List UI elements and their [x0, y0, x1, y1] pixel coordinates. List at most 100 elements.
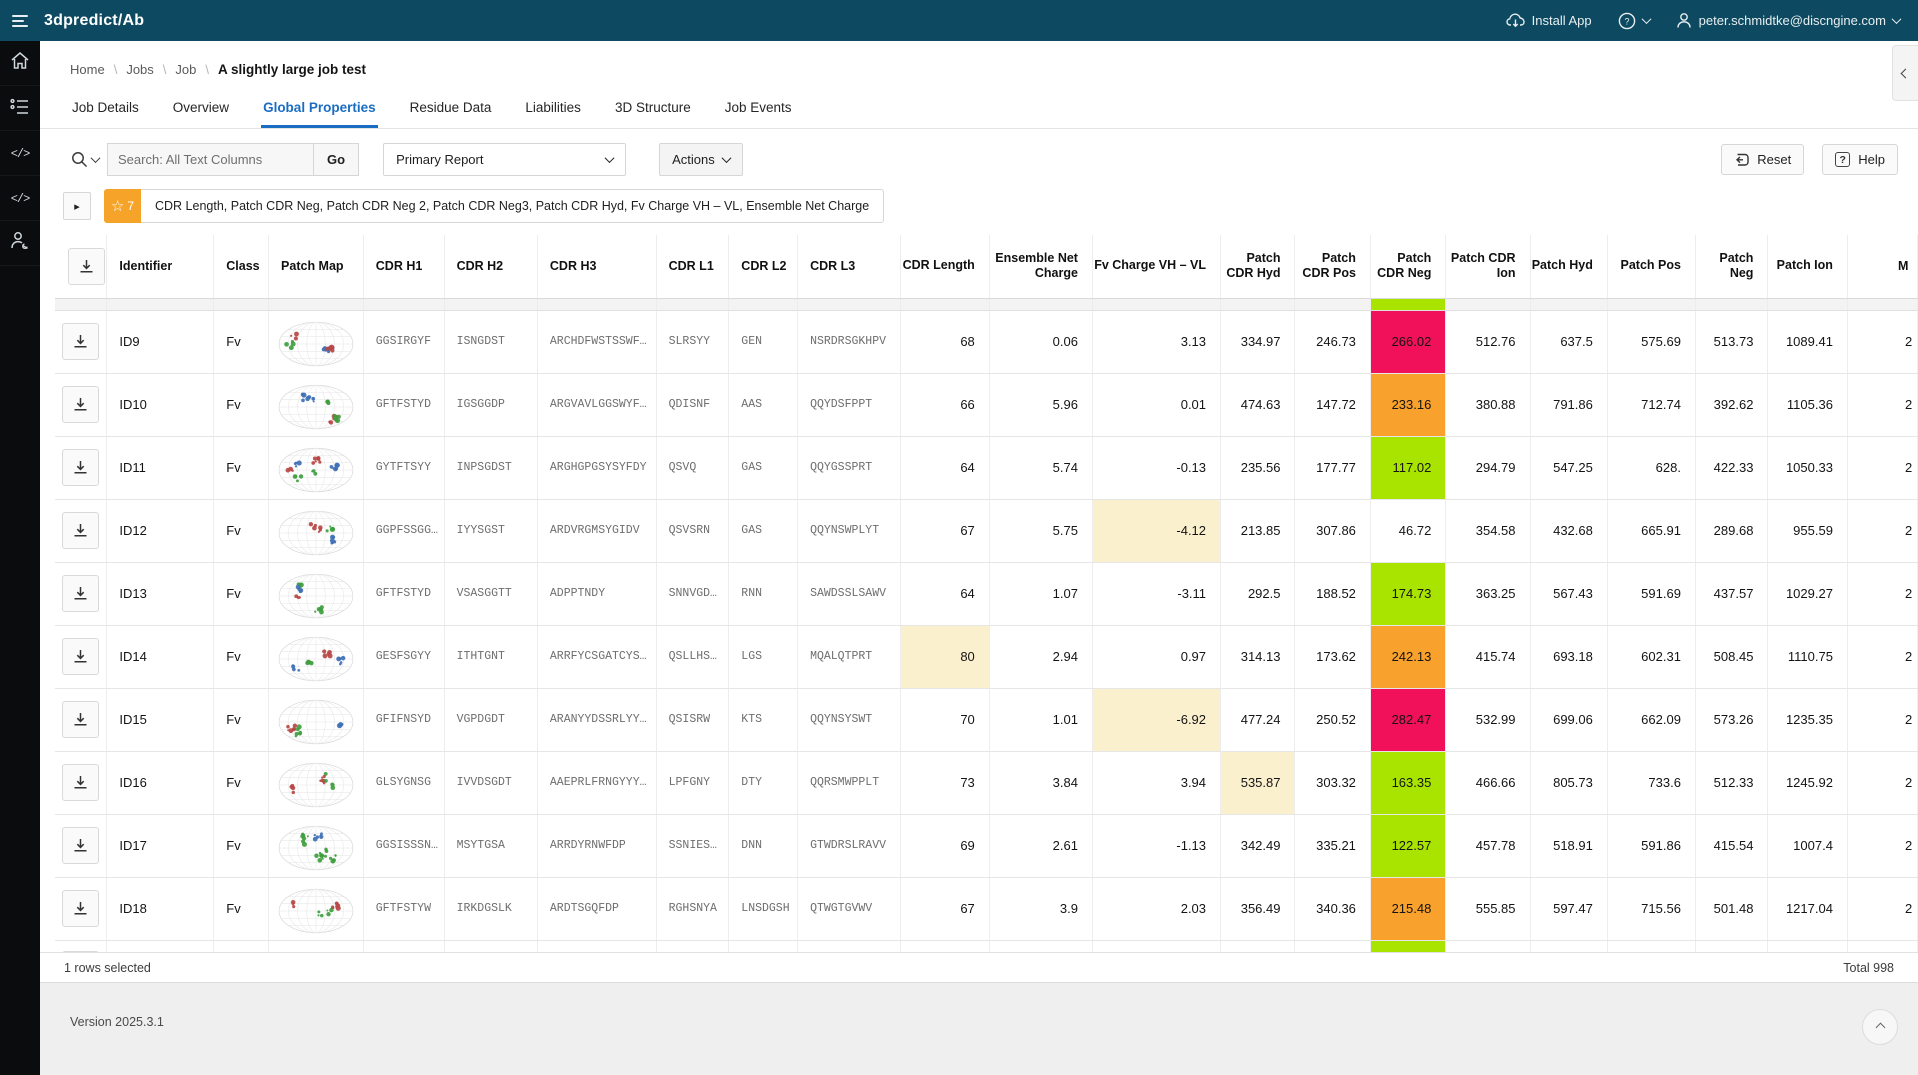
download-row-button[interactable]: [62, 890, 100, 927]
download-row-button[interactable]: [62, 827, 100, 864]
user-menu-button[interactable]: peter.schmidtke@discngine.com: [1676, 12, 1902, 29]
cell-cdr_length: 68: [900, 310, 990, 374]
cell-download: [55, 373, 108, 437]
cell-patch_cdr_hyd: 535.87: [1220, 751, 1296, 815]
cell-class: Fv: [213, 310, 270, 374]
table-row[interactable]: ID15 Fv GFIFNSYD VGPDGDT ARANYYDSSRLYY… QSISR…: [55, 688, 1918, 752]
reset-button[interactable]: Reset: [1721, 144, 1805, 175]
cell-download: [55, 751, 108, 815]
col-header-cdr_l1[interactable]: CDR L1: [656, 235, 730, 299]
expand-filter-button[interactable]: ▸: [63, 192, 91, 220]
report-table-container: Identifier Class Patch Map CDR H1 CDR H2 CDR …: [55, 235, 1918, 1002]
sidebar-item-user-admin-icon[interactable]: [0, 221, 40, 266]
table-row[interactable]: ID12 Fv GGPFSSGG… IYYSGST ARDVRGMSYGIDV QSVSR…: [55, 499, 1918, 563]
download-row-button[interactable]: [62, 323, 100, 360]
breadcrumb-link[interactable]: Jobs: [126, 62, 154, 77]
sidebar-item-jobs-list-icon[interactable]: [0, 86, 40, 131]
user-admin-icon: [10, 231, 30, 255]
table-row[interactable]: ID17 Fv GGSISSSN… MSYTGSA ARRDYRNWFDP SSNIES……: [55, 814, 1918, 878]
cell-cdr_h1: GFTFSTYD: [363, 373, 445, 437]
col-header-patch_cdr_hyd[interactable]: Patch CDR Hyd: [1220, 235, 1296, 299]
download-all-button[interactable]: [68, 247, 106, 285]
cell-patch_cdr_neg: 282.47: [1370, 688, 1447, 752]
cell-patch_cdr_hyd: 213.85: [1220, 499, 1296, 563]
download-row-button[interactable]: [62, 386, 100, 423]
col-header-id[interactable]: Identifier: [106, 235, 215, 299]
breadcrumb-link[interactable]: Job: [175, 62, 197, 77]
col-header-cdr_h2[interactable]: CDR H2: [444, 235, 538, 299]
download-row-button[interactable]: [62, 512, 100, 549]
left-sidebar: </> </>: [0, 41, 40, 1075]
partial-row-top: [55, 298, 1918, 311]
hamburger-menu-icon[interactable]: [0, 14, 40, 27]
patch-map-image: [268, 877, 364, 941]
col-header-patch_pos[interactable]: Patch Pos: [1607, 235, 1696, 299]
sidebar-item-code-icon[interactable]: </>: [0, 131, 40, 176]
tab-residue-data[interactable]: Residue Data: [409, 100, 492, 115]
col-header-patch_cdr_neg[interactable]: Patch CDR Neg: [1370, 235, 1447, 299]
download-icon: [74, 335, 87, 348]
tab-job-events[interactable]: Job Events: [724, 100, 792, 115]
help-button[interactable]: ? Help: [1822, 144, 1898, 175]
col-header-patch_hyd[interactable]: Patch Hyd: [1530, 235, 1608, 299]
col-header-patch_map[interactable]: Patch Map: [268, 235, 364, 299]
cell-last: 2: [1847, 373, 1918, 437]
tab-global-properties[interactable]: Global Properties: [261, 91, 378, 128]
cell-cdr_l3: QQYGSSPRT: [797, 436, 901, 500]
tab-3d-structure[interactable]: 3D Structure: [614, 100, 691, 115]
breadcrumb: Home \ Jobs \ Job \ A slightly large job test: [40, 41, 1918, 77]
col-header-cdr_l3[interactable]: CDR L3: [797, 235, 901, 299]
table-row[interactable]: ID13 Fv GFTFSTYD VSASGGTT ADPPTNDY SNNVGD… RNN…: [55, 562, 1918, 626]
download-row-button[interactable]: [62, 701, 100, 738]
col-header-class[interactable]: Class: [213, 235, 270, 299]
home-icon: [10, 51, 30, 75]
tab-overview[interactable]: Overview: [172, 100, 230, 115]
cell-cdr_h2: ISNGDST: [444, 310, 538, 374]
cell-patch_ion: 1089.41: [1767, 310, 1848, 374]
col-header-cdr_length[interactable]: CDR Length: [900, 235, 990, 299]
cell-cdr_l1: SLRSYY: [656, 310, 730, 374]
breadcrumb-link[interactable]: Home: [70, 62, 105, 77]
actions-button[interactable]: Actions: [659, 143, 743, 176]
table-row[interactable]: ID18 Fv GFTFSTYW IRKDGSLK ARDTSGQFDP RGHSNYA L…: [55, 877, 1918, 941]
table-row[interactable]: ID16 Fv GLSYGNSG IVVDSGDT AAEPRLFRNGYYY… LPFG…: [55, 751, 1918, 815]
sidebar-item-home-icon[interactable]: [0, 41, 40, 86]
report-select[interactable]: Primary Report: [383, 143, 627, 176]
search-input[interactable]: [107, 143, 313, 176]
download-row-button[interactable]: [62, 575, 100, 612]
col-header-patch_cdr_pos[interactable]: Patch CDR Pos: [1294, 235, 1371, 299]
cell-patch_cdr_hyd: [1220, 298, 1296, 311]
help-menu-button[interactable]: ?: [1618, 12, 1652, 30]
tab-job-details[interactable]: Job Details: [72, 100, 139, 115]
download-row-button[interactable]: [62, 449, 100, 486]
col-header-cdr_l2[interactable]: CDR L2: [728, 235, 799, 299]
table-row[interactable]: ID14 Fv GESFSGYY ITHTGNT ARRFYCSGATCYS… QSLLH…: [55, 625, 1918, 689]
col-header-cdr_h3[interactable]: CDR H3: [537, 235, 657, 299]
col-header-cdr_h1[interactable]: CDR H1: [363, 235, 445, 299]
go-button[interactable]: Go: [313, 143, 360, 176]
cell-patch_ion: 955.59: [1767, 499, 1848, 563]
cell-cdr_h3: ARGVAVLGGSWYF…: [537, 373, 657, 437]
scroll-to-top-button[interactable]: [1862, 1009, 1898, 1045]
selected-columns-chip[interactable]: ☆ 7 CDR Length, Patch CDR Neg, Patch CDR…: [104, 189, 885, 223]
col-header-download: [55, 235, 108, 299]
table-row[interactable]: ID9 Fv GGSIRGYF ISNGDST ARCHDFWSTSSWF… SLRSYY…: [55, 310, 1918, 374]
cell-cdr_length: 64: [900, 562, 990, 626]
col-header-patch_ion[interactable]: Patch Ion: [1767, 235, 1848, 299]
collapse-panel-button[interactable]: [1892, 45, 1918, 101]
col-header-patch_cdr_ion[interactable]: Patch CDR Ion: [1445, 235, 1531, 299]
col-header-last[interactable]: M: [1847, 235, 1918, 299]
col-header-patch_neg[interactable]: Patch Neg: [1695, 235, 1769, 299]
search-column-selector[interactable]: [63, 151, 107, 168]
download-row-button[interactable]: [62, 764, 100, 801]
table-row[interactable]: ID11 Fv GYTFTSYY INPSGDST ARGHGPGSYSYFDY QSVQ…: [55, 436, 1918, 500]
app-top-bar: 3dpredict/Ab Install App ? peter.schmidt…: [0, 0, 1918, 41]
table-row[interactable]: ID10 Fv GFTFSTYD IGSGGDP ARGVAVLGGSWYF… QDISN…: [55, 373, 1918, 437]
tab-liabilities[interactable]: Liabilities: [525, 100, 581, 115]
install-app-button[interactable]: Install App: [1505, 13, 1592, 28]
col-header-ensemble_net_charge[interactable]: Ensemble Net Charge: [989, 235, 1093, 299]
col-header-fv_charge[interactable]: Fv Charge VH – VL: [1092, 235, 1222, 299]
download-row-button[interactable]: [62, 638, 100, 675]
cell-download: [55, 814, 108, 878]
sidebar-item-code-icon[interactable]: </>: [0, 176, 40, 221]
